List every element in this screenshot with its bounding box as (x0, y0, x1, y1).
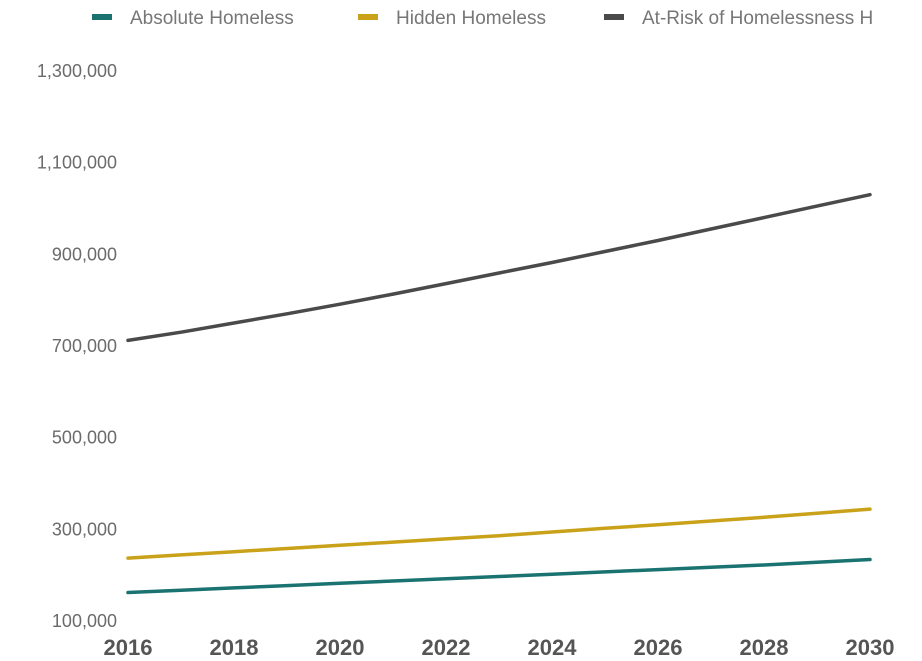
legend-swatch (92, 14, 112, 20)
x-tick-label: 2028 (740, 635, 789, 660)
legend: Absolute Homeless Hidden Homeless At-Risk … (92, 8, 873, 29)
series-line-3 (126, 192, 872, 343)
series-line-1 (126, 557, 872, 595)
legend-swatch (358, 14, 378, 20)
y-tick-label: 1,100,000 (37, 153, 117, 173)
legend-label: At-Risk of Homelessness H (642, 8, 873, 29)
legend-label: Absolute Homeless (130, 8, 294, 29)
y-axis: 100,000 300,000 500,000 700,000 900,000 1,100… (37, 61, 117, 631)
y-tick-label: 1,300,000 (37, 61, 117, 81)
x-tick-label: 2030 (846, 635, 895, 660)
y-tick-label: 300,000 (52, 519, 117, 539)
x-tick-label: 2020 (316, 635, 365, 660)
legend-swatch (604, 14, 624, 20)
y-tick-label: 500,000 (52, 428, 117, 448)
y-tick-label: 900,000 (52, 244, 117, 264)
x-tick-label: 2022 (422, 635, 471, 660)
y-tick-label: 700,000 (52, 336, 117, 356)
x-tick-label: 2016 (104, 635, 153, 660)
x-tick-label: 2026 (634, 635, 683, 660)
x-axis: 2016 2018 2020 2022 2024 2026 2028 2030 (104, 635, 895, 660)
legend-label: Hidden Homeless (396, 8, 546, 29)
y-tick-label: 100,000 (52, 611, 117, 631)
series-line-2 (126, 507, 872, 560)
x-tick-label: 2024 (528, 635, 578, 660)
plot-area (126, 192, 872, 595)
x-tick-label: 2018 (210, 635, 259, 660)
